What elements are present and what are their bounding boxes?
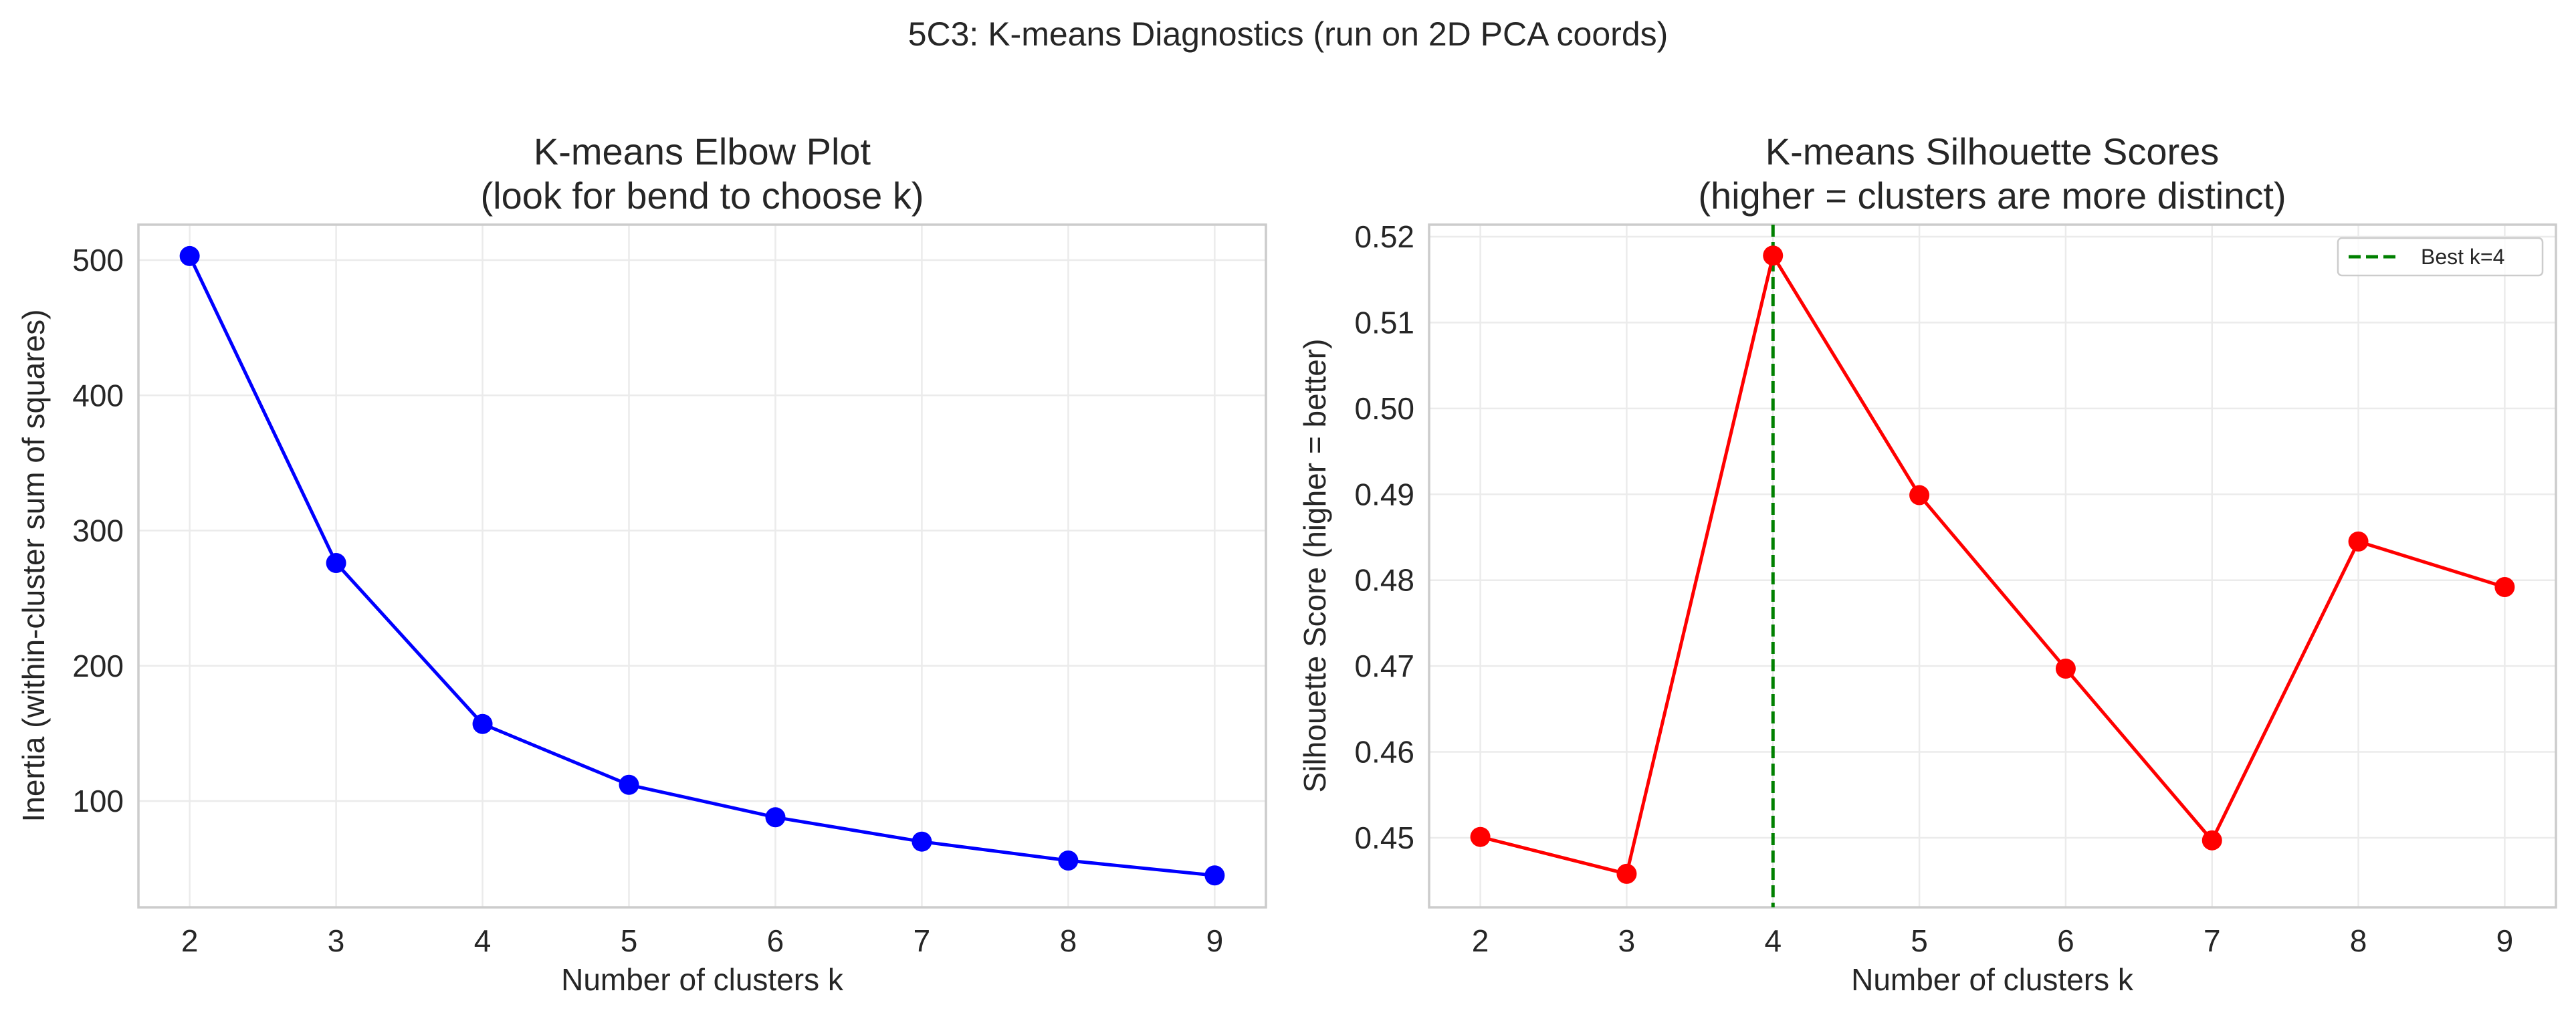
silhouette-xtick-label: 9 <box>2496 923 2514 958</box>
silhouette-data-point <box>1909 485 1930 505</box>
silhouette-xtick-label: 8 <box>2350 923 2367 958</box>
elbow-data-point <box>326 553 346 574</box>
elbow-series-line <box>188 255 1215 877</box>
silhouette-xlabel: Number of clusters k <box>1851 962 2134 997</box>
silhouette-data-point <box>2055 658 2076 679</box>
legend-frame <box>2337 237 2544 277</box>
silhouette-data-point <box>1763 245 1784 266</box>
elbow-grid <box>138 225 1266 907</box>
silhouette-axes-frame <box>1428 223 2557 909</box>
legend-label: Best k=4 <box>2421 245 2504 269</box>
elbow-data-point <box>1204 865 1225 886</box>
elbow-ticks: 2 3 4 5 6 7 8 9 100 200 300 400 500 <box>72 243 1223 958</box>
elbow-xtick-label: 5 <box>621 923 638 958</box>
silhouette-plot: K-means Silhouette Scores (higher = clus… <box>1297 130 2557 997</box>
elbow-title-line-1: K-means Elbow Plot <box>534 130 871 173</box>
elbow-plot: K-means Elbow Plot (look for bend to cho… <box>16 130 1267 997</box>
silhouette-title-line-2: (higher = clusters are more distinct) <box>1698 175 2286 217</box>
elbow-data-point <box>179 245 200 266</box>
elbow-ytick-label: 200 <box>72 649 124 683</box>
silhouette-data-point <box>1616 863 1637 884</box>
elbow-xtick-label: 6 <box>767 923 784 958</box>
elbow-xtick-label: 3 <box>328 923 345 958</box>
elbow-ylabel: Inertia (within-cluster sum of squares) <box>16 310 51 822</box>
silhouette-ytick-label: 0.46 <box>1354 735 1414 770</box>
silhouette-ytick-label: 0.48 <box>1354 563 1414 598</box>
silhouette-series-line <box>1479 253 2506 876</box>
silhouette-data-point <box>2494 576 2515 597</box>
elbow-data-point <box>619 774 639 795</box>
elbow-data-point <box>765 807 786 828</box>
silhouette-ytick-label: 0.49 <box>1354 477 1414 512</box>
elbow-xtick-label: 7 <box>914 923 931 958</box>
silhouette-ytick-label: 0.45 <box>1354 820 1414 855</box>
silhouette-legend: Best k=4 <box>2337 237 2544 277</box>
silhouette-ticks: 2 3 4 5 6 7 8 9 0.45 0.46 0.47 0.48 0.49 0.50 0.51 0.52 <box>1354 219 2513 958</box>
silhouette-xtick-label: 3 <box>1618 923 1636 958</box>
silhouette-data-point <box>1470 826 1491 847</box>
silhouette-xtick-label: 5 <box>1911 923 1928 958</box>
elbow-axes-frame <box>137 223 1267 909</box>
silhouette-xtick-label: 4 <box>1764 923 1782 958</box>
elbow-xtick-label: 4 <box>474 923 492 958</box>
silhouette-xtick-label: 7 <box>2204 923 2221 958</box>
silhouette-ytick-label: 0.51 <box>1354 305 1414 340</box>
silhouette-ylabel: Silhouette Score (higher = better) <box>1297 339 1332 793</box>
elbow-xtick-label: 9 <box>1206 923 1224 958</box>
elbow-xtick-label: 2 <box>181 923 199 958</box>
elbow-data-point <box>472 713 493 734</box>
silhouette-data-point <box>2348 531 2369 552</box>
silhouette-grid <box>1429 225 2556 907</box>
elbow-series <box>179 245 1225 886</box>
silhouette-xtick-label: 6 <box>2057 923 2074 958</box>
silhouette-ytick-label: 0.47 <box>1354 649 1414 683</box>
silhouette-series <box>1470 225 2515 907</box>
silhouette-xtick-label: 2 <box>1472 923 1489 958</box>
silhouette-ytick-label: 0.50 <box>1354 391 1414 426</box>
elbow-ytick-label: 300 <box>72 514 124 548</box>
elbow-title-line-2: (look for bend to choose k) <box>480 175 924 217</box>
elbow-ytick-label: 400 <box>72 378 124 413</box>
elbow-ytick-label: 100 <box>72 784 124 818</box>
elbow-data-point <box>911 831 932 852</box>
elbow-data-point <box>1058 851 1079 871</box>
elbow-xlabel: Number of clusters k <box>561 962 844 997</box>
elbow-xtick-label: 8 <box>1060 923 1077 958</box>
figure-suptitle: 5C3: K-means Diagnostics (run on 2D PCA … <box>908 15 1669 53</box>
silhouette-title-line-1: K-means Silhouette Scores <box>1765 130 2220 173</box>
silhouette-data-point <box>2202 830 2222 851</box>
elbow-ytick-label: 500 <box>72 243 124 277</box>
silhouette-ytick-label: 0.52 <box>1354 219 1414 254</box>
